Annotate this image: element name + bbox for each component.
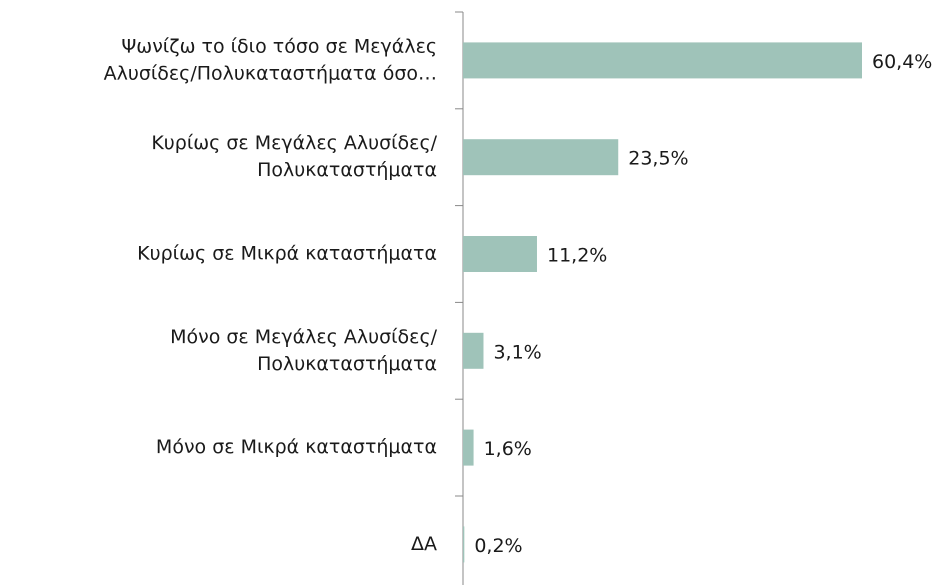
value-label: 11,2% [547, 245, 607, 267]
value-label: 0,2% [474, 535, 522, 557]
value-label: 23,5% [628, 148, 688, 170]
bar [463, 139, 619, 176]
value-label: 1,6% [484, 438, 532, 460]
bar [463, 526, 465, 563]
category-label: Μόνο σε Μικρά καταστήματα [156, 436, 437, 458]
bar [463, 429, 474, 466]
value-label: 60,4% [872, 51, 932, 73]
value-label: 3,1% [493, 341, 541, 363]
bar [463, 236, 537, 272]
category-label: Πολυκαταστήματα [257, 353, 437, 375]
category-label: Πολυκαταστήματα [257, 159, 437, 181]
category-label: Αλυσίδες/Πολυκαταστήματα όσο… [104, 62, 437, 84]
category-label: ΔΑ [411, 533, 437, 555]
bar [463, 332, 484, 369]
bar [463, 42, 862, 79]
category-label: Ψωνίζω το ίδιο τόσο σε Μεγάλες [121, 35, 437, 57]
category-label: Κυρίως σε Μεγάλες Αλυσίδες/ [151, 132, 437, 154]
category-label: Μόνο σε Μεγάλες Αλυσίδες/ [170, 326, 438, 348]
category-label: Κυρίως σε Μικρά καταστήματα [137, 243, 437, 265]
